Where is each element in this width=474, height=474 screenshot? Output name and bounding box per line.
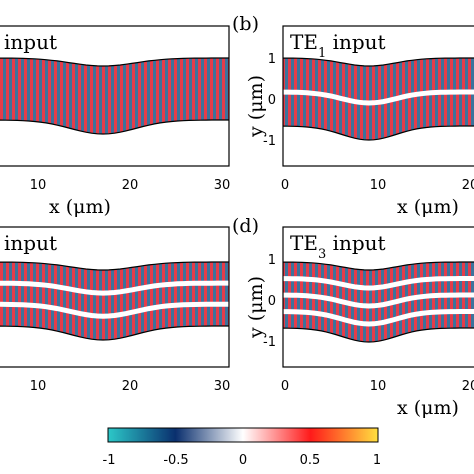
waveguide-lower-edge-b xyxy=(283,125,474,141)
waveguide-lower-edge-c xyxy=(0,325,229,341)
y-tick-label: -1 xyxy=(263,335,276,350)
plot-frame-a xyxy=(0,25,230,167)
field-node-line-c xyxy=(0,280,229,296)
colorbar-tick-label: 1 xyxy=(373,453,381,468)
plot-frame-b xyxy=(282,25,474,167)
field-node-line-c xyxy=(0,301,229,319)
x-tick-label: 10 xyxy=(370,178,387,193)
waveguide-field-c xyxy=(0,262,229,340)
x-tick-label: 0 xyxy=(281,379,289,394)
colorbar-tick-label: 0.5 xyxy=(300,453,321,468)
y-tick-label: 1 xyxy=(268,253,276,268)
field-node-line-d xyxy=(283,276,474,291)
y-axis-label: y (μm) xyxy=(245,276,267,339)
waveguide-field-b xyxy=(283,58,474,140)
x-tick-label: 20 xyxy=(122,379,139,394)
y-tick-label: 1 xyxy=(268,52,276,67)
x-tick-label: 20 xyxy=(122,178,139,193)
panel-label-d: (d) xyxy=(232,215,259,237)
x-axis-label: x (μm) xyxy=(49,196,111,218)
colorbar-gradient xyxy=(107,427,379,443)
y-tick-label: -1 xyxy=(263,134,276,149)
x-tick-label: 30 xyxy=(214,178,231,193)
panel-label-b: (b) xyxy=(232,13,259,35)
x-tick-label: 0 xyxy=(281,178,289,193)
waveguide-lower-edge-a xyxy=(0,119,229,135)
x-axis-label: x (μm) xyxy=(397,397,459,419)
panel-d: (d) TE3 input 1 0 -1 y (μm) 0 10 20 x (μ… xyxy=(232,215,474,419)
y-axis-label: y (μm) xyxy=(245,75,267,138)
waveguide-upper-edge-c xyxy=(0,261,229,271)
waveguide-field-a xyxy=(0,58,229,134)
colorbar: -1 -0.5 0 0.5 1 xyxy=(103,427,381,468)
x-axis-label: x (μm) xyxy=(397,196,459,218)
y-tick-label: 0 xyxy=(268,93,276,108)
colorbar-tick-label: -1 xyxy=(103,453,116,468)
panel-b: (b) TE1 input 1 0 -1 y (μm) 0 10 20 x (μ… xyxy=(232,13,474,218)
waveguide-lower-edge-d xyxy=(283,327,474,343)
field-node-line-d xyxy=(283,309,474,327)
waveguide-upper-edge-d xyxy=(283,261,474,271)
panel-title-a: input xyxy=(4,30,57,54)
field-node-line-b xyxy=(283,89,474,106)
plot-frame-c xyxy=(0,226,230,368)
plot-frame-d xyxy=(282,226,474,368)
x-tick-label: 10 xyxy=(370,379,387,394)
waveguide-upper-edge-b xyxy=(283,57,474,67)
panel-title-b: TE1 input xyxy=(290,30,386,61)
y-tick-label: 0 xyxy=(268,294,276,309)
x-tick-label: 20 xyxy=(462,178,474,193)
x-tick-label: 30 xyxy=(214,379,231,394)
panel-a: input 10 20 30 x (μm) xyxy=(0,25,231,218)
x-tick-label: 10 xyxy=(30,178,47,193)
x-tick-label: 20 xyxy=(462,379,474,394)
colorbar-tick-label: 0 xyxy=(239,453,247,468)
colorbar-tick-label: -0.5 xyxy=(163,453,188,468)
panel-c: input 10 20 30 xyxy=(0,226,231,394)
waveguide-upper-edge-a xyxy=(0,57,229,67)
panel-title-c: input xyxy=(4,231,57,255)
panel-title-d: TE3 input xyxy=(290,231,386,262)
x-tick-label: 10 xyxy=(30,379,47,394)
field-node-line-d xyxy=(283,292,474,309)
